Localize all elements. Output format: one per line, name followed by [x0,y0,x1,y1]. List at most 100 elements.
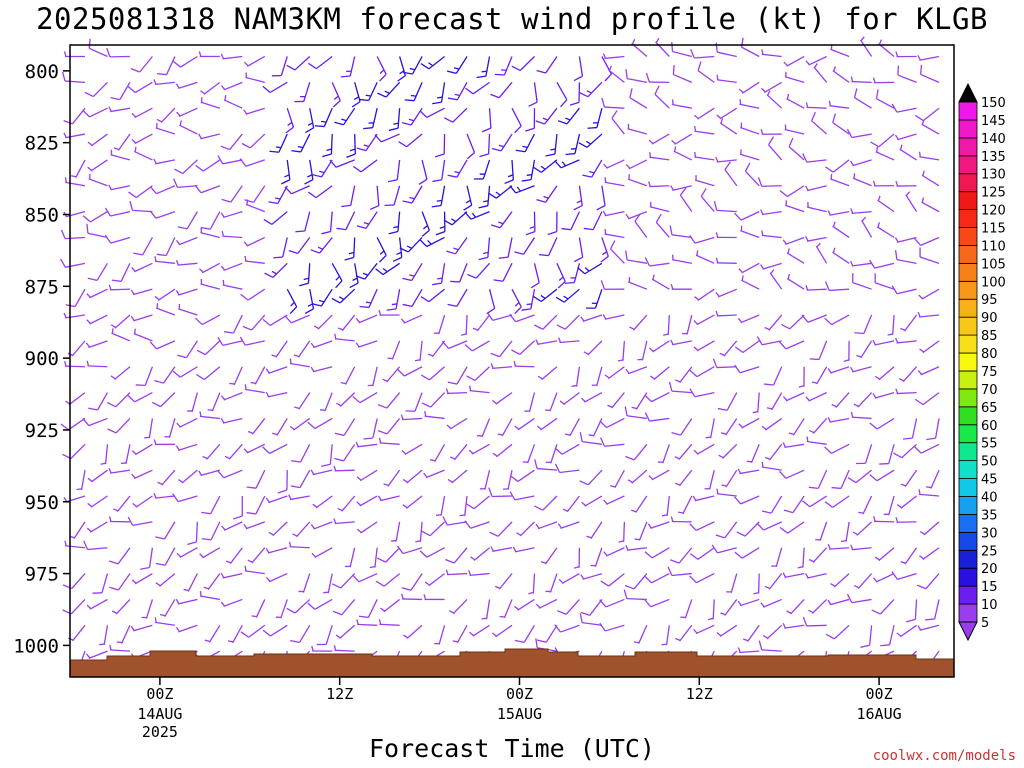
wind-barb [830,573,850,588]
wind-barb [355,340,378,348]
barb-half-flag [805,396,810,402]
colorbar-label: 100 [981,275,1006,290]
wind-barb [581,392,603,403]
colorbar-label: 95 [981,293,998,308]
wind-barb [914,392,940,406]
barb-half-flag [860,36,865,42]
barb-half-flag [550,148,556,151]
barb-staff [697,70,715,83]
barb-staff [117,573,131,591]
wind-barb [130,624,153,632]
barb-flag [583,227,594,231]
barb-half-flag [310,524,315,530]
barb-flag [871,609,881,615]
barb-staff [71,573,86,590]
barb-half-flag [154,617,157,623]
barb-staff [135,185,153,199]
barb-staff [114,314,131,329]
wind-barb [869,259,895,269]
wind-barb [110,314,131,329]
barb-staff [786,185,805,198]
barb-flag [573,75,583,82]
wind-barb [63,495,86,503]
wind-barb [153,492,175,499]
barb-half-flag [198,51,202,57]
barb-staff [739,103,760,109]
wind-barb [491,133,513,152]
barb-staff [64,80,86,83]
barb-half-flag [849,160,854,166]
barb-flag [846,593,853,603]
barb-staff [914,599,918,620]
barb-flag [689,523,697,531]
barb-flag [779,470,787,479]
barb-staff [289,362,310,368]
barb-staff [133,314,153,322]
barb-staff [651,133,670,145]
barb-staff [835,392,850,408]
credit-link[interactable]: coolwx.com/models [872,748,1016,764]
barb-half-flag [310,469,315,475]
wind-barb [334,333,355,342]
barb-flag [891,103,898,113]
barb-flag [914,398,924,406]
barb-flag [824,501,834,508]
barb-staff [876,226,895,239]
wind-barb [764,573,783,590]
wind-barb [68,624,86,642]
barb-flag [82,417,90,427]
wind-barb [156,107,176,124]
wind-barb [808,469,828,489]
barb-staff [807,206,827,213]
barb-staff [380,133,400,143]
barb-flag [155,536,165,540]
barb-half-flag [849,366,854,372]
wind-barb [312,159,333,178]
barb-staff [559,469,580,474]
barb-staff [716,493,737,497]
wind-barb [418,159,428,185]
barb-flag [600,280,605,290]
barb-half-flag [86,653,91,659]
barb-staff [596,108,603,128]
y-tick-label: 1000 [13,635,59,657]
barb-staff [289,495,310,501]
barb-flag [906,618,916,623]
barb-staff [816,366,828,385]
wind-barb [239,158,265,167]
barb-staff [739,469,760,475]
barb-staff [651,469,670,481]
wind-barb [466,133,476,160]
wind-barb [872,339,895,346]
colorbar-cell [958,245,978,264]
wind-barb [63,132,86,139]
wind-barb [876,222,895,239]
barb-staff [206,443,221,460]
barb-staff [544,107,558,125]
barb-staff [402,417,423,421]
barb-half-flag [827,210,832,216]
barb-half-flag [540,561,547,564]
wind-barb [82,417,108,427]
barb-staff [878,547,895,562]
wind-barb [488,185,513,199]
wind-barb [450,263,468,283]
barb-flag [490,93,500,99]
wind-barb [674,443,693,461]
barb-staff [485,599,491,620]
barb-staff [319,237,333,254]
barb-staff [487,185,491,206]
barb-staff [878,43,895,57]
barb-staff [182,159,198,175]
wind-barb [220,417,243,424]
wind-barb [603,495,625,505]
wind-barb [590,547,603,567]
barb-half-flag [271,270,277,275]
barb-half-flag [661,643,667,646]
wind-barb [322,134,333,158]
wind-barb [311,645,333,652]
barb-staff [148,418,154,439]
barb-half-flag [900,483,906,487]
barb-half-flag [131,450,137,455]
barb-staff [245,107,265,115]
